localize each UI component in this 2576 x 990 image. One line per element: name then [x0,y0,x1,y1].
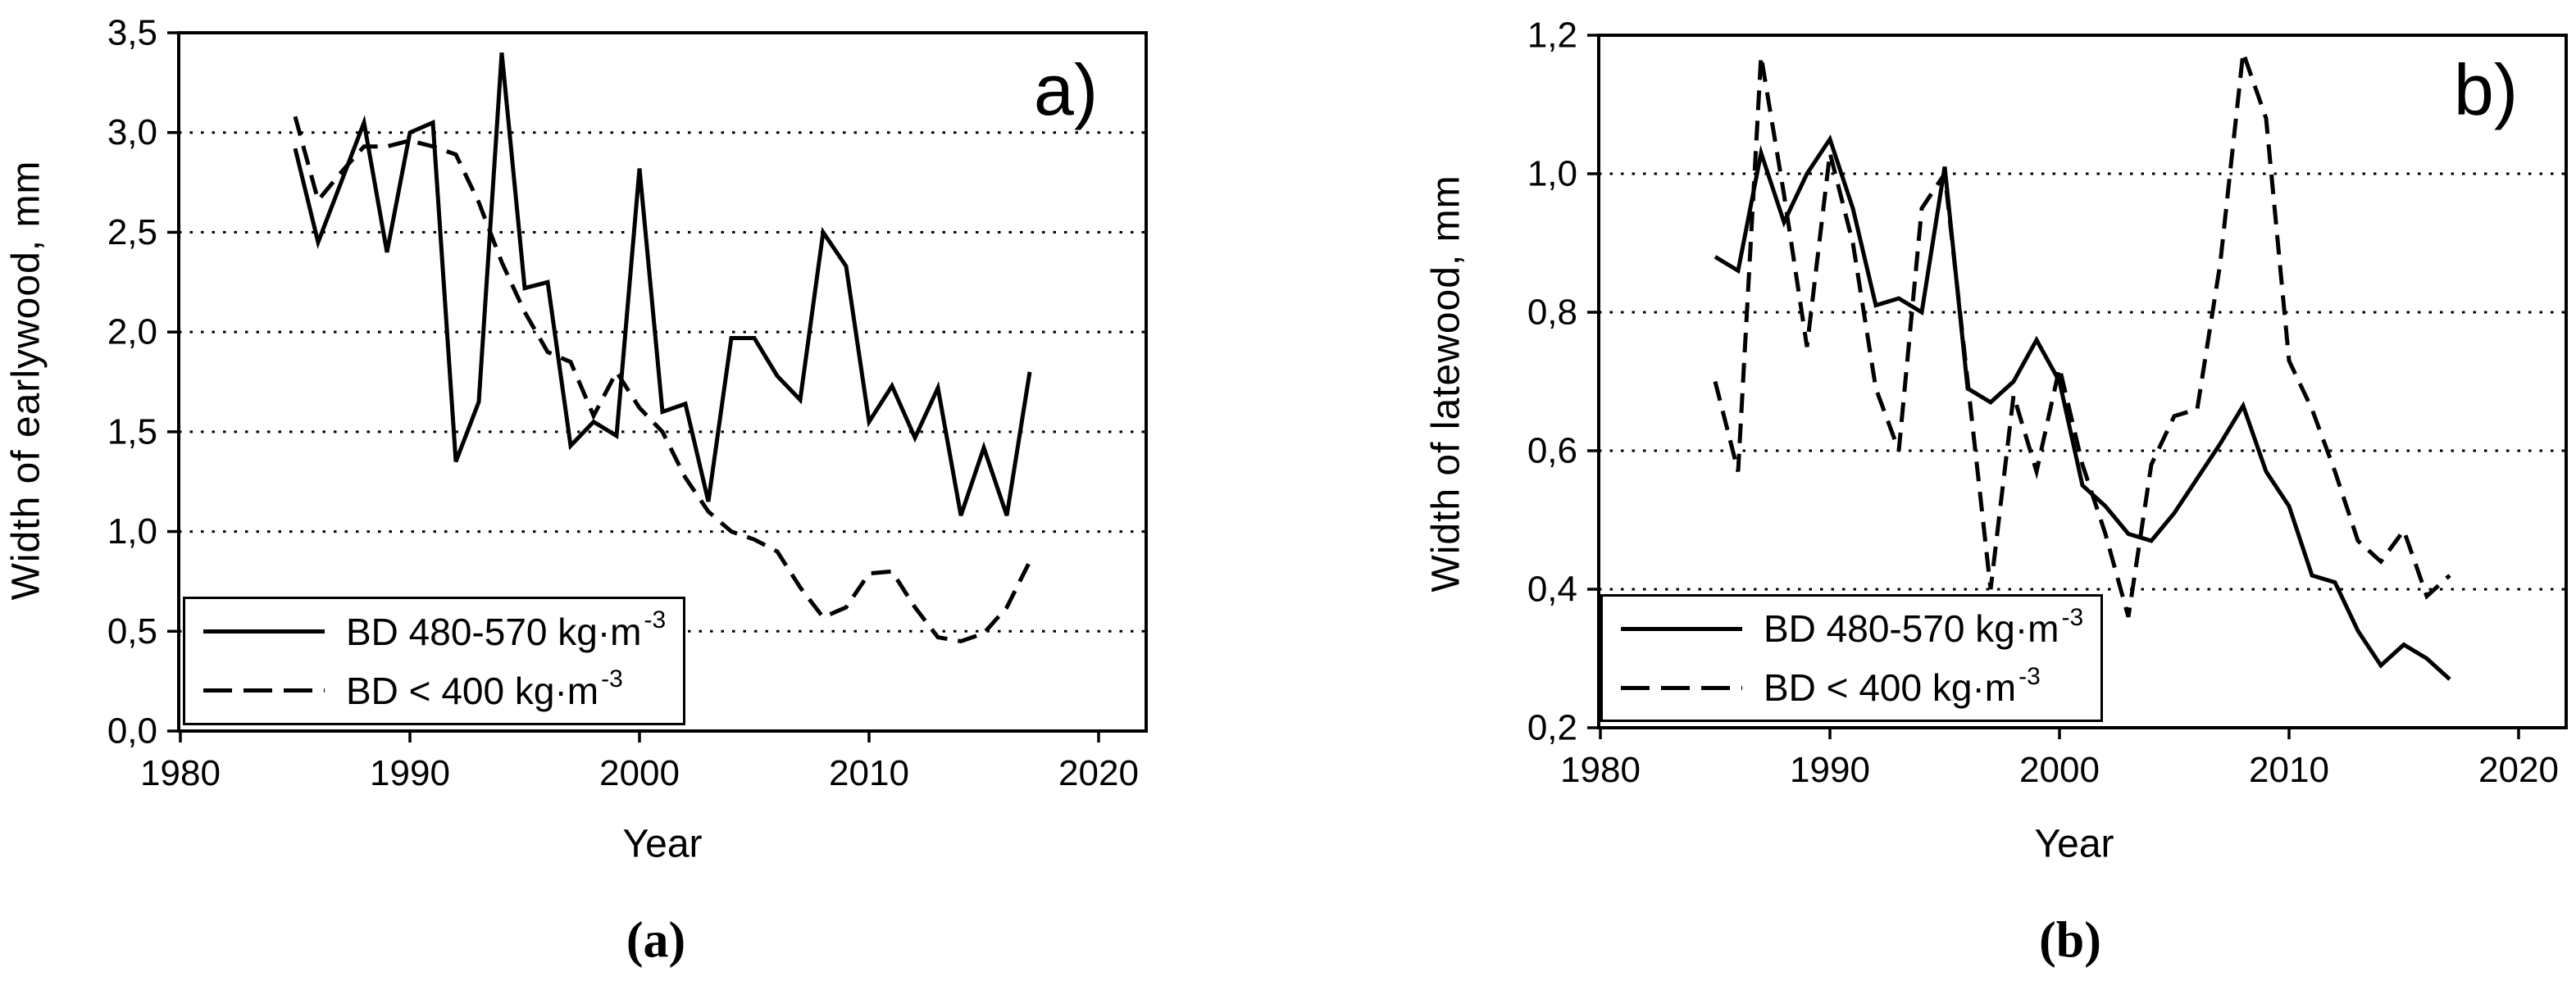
x-tick-label-b: 1990 [1790,750,1870,790]
y-tick-label-b: 0,2 [1527,708,1577,748]
y-tick-label-a: 2,0 [107,312,157,352]
x-tick-label-a: 2010 [829,753,909,793]
x-tick-label-a: 1990 [370,753,450,793]
x-tick-label-b: 1980 [1560,750,1641,790]
panel-letter-a: a) [1033,49,1099,130]
y-tick-label-b: 0,8 [1527,293,1577,333]
y-tick-label-b: 0,6 [1527,431,1577,471]
series-a-dashed [293,116,1032,644]
chart-a: 0,0 0,5 1,0 1,5 2,0 2,5 3,0 3,5 1980 1990 2000 2010… [107,13,1148,793]
legend-row-solid-a: BD 480-570 kg·m -3 [203,606,683,654]
legend-solid-line-sample [1621,626,1742,631]
plot-frame-b [1597,34,2568,729]
y-tick-label-b: 0,4 [1527,570,1577,610]
y-tick-label-a: 3,0 [107,112,157,152]
x-tick-label-a: 2020 [1058,753,1139,793]
legend-label-solid: BD 480-570 kg·m -3 [346,606,667,653]
y-tick-label-b: 1,2 [1527,16,1577,56]
legend-row-solid-b: BD 480-570 kg·m -3 [1621,603,2100,651]
plot-frame-a [177,31,1148,733]
legend-row-dashed-a: BD < 400 kg·m -3 [203,665,683,713]
x-axis-title-a: Year [622,822,703,866]
panel-caption-b: (b) [2039,912,2101,969]
legend-a: BD 480-570 kg·m -3 BD < 400 kg·m -3 [183,597,685,725]
x-tick-label-b: 2000 [2019,750,2100,790]
y-tick-label-a: 1,5 [107,411,157,452]
x-tick-label-b: 2020 [2478,750,2559,790]
series-a-solid [293,52,1032,516]
x-tick-label-b: 2010 [2249,750,2329,790]
y-tick-label-a: 1,0 [107,511,157,552]
panel-caption-a: (a) [626,912,686,969]
legend-row-dashed-b: BD < 400 kg·m -3 [1621,662,2100,710]
y-tick-label-a: 3,5 [107,13,157,53]
legend-label-solid: BD 480-570 kg·m -3 [1764,603,2084,650]
chart-b: 0,2 0,4 0,6 0,8 1,0 1,2 1980 1990 2000 2010 2020 [1527,16,2568,790]
y-tick-label-a: 0,0 [107,711,157,752]
x-tick-label-a: 2000 [599,753,680,793]
series-b-dashed [1713,52,2451,618]
legend-solid-line-sample [203,629,325,634]
legend-dashed-line-sample [203,688,325,693]
legend-dashed-line-sample [1621,685,1742,690]
series-b-solid [1714,134,2451,681]
y-axis-title-a: Width of earlywood, mm [4,160,48,601]
x-tick-label-a: 1980 [140,753,221,793]
y-axis-title-b: Width of latewood, mm [1424,175,1468,593]
legend-b: BD 480-570 kg·m -3 BD < 400 kg·m -3 [1600,594,2103,722]
legend-label-dashed: BD < 400 kg·m -3 [346,665,623,712]
x-axis-title-b: Year [2034,822,2114,866]
y-tick-label-b: 1,0 [1527,154,1577,194]
y-tick-label-a: 0,5 [107,611,157,652]
panel-letter-b: b) [2453,49,2519,130]
y-tick-label-a: 2,5 [107,212,157,252]
legend-label-dashed: BD < 400 kg·m -3 [1764,662,2041,709]
